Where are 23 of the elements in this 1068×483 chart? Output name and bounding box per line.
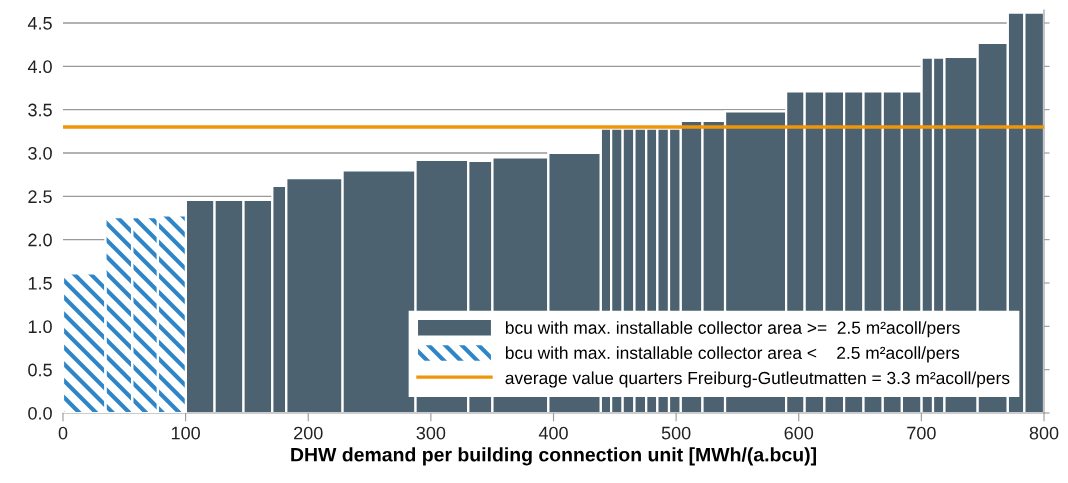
y-tick-label: 4.5: [27, 17, 52, 30]
y-tick-label: 1.0: [28, 320, 52, 334]
y-tick-label: 2.5: [28, 190, 52, 204]
x-tick-label: 0: [58, 426, 68, 440]
y-tick-label: 3.0: [28, 146, 52, 160]
x-tick-label: 700: [907, 426, 936, 440]
x-tick-label: 300: [416, 426, 446, 440]
x-tick-label: 200: [294, 426, 323, 440]
y-tick-label: 4.0: [27, 60, 52, 74]
y-tick-label: 0.5: [28, 363, 52, 377]
y-tick-label: 1.5: [28, 277, 52, 290]
x-axis-title: DHW demand per building connection unit [MWh/(a.bcu)]: [291, 447, 816, 466]
legend-label: bcu with max. installable collector area >= 2.5 m²acoll/pers: [505, 321, 960, 338]
y-tick-label: 3.5: [28, 103, 52, 117]
y-tick-label: 0.0: [28, 406, 52, 420]
legend-label: average value quarters Freiburg-Gutleutmatten = 3.3 m²acoll/pers: [505, 371, 1010, 388]
x-tick-label: 100: [171, 426, 200, 440]
x-tick-label: 400: [538, 426, 568, 440]
x-tick-label: 600: [784, 426, 814, 440]
x-tick-label: 500: [661, 426, 691, 440]
y-tick-label: 2.0: [28, 233, 52, 247]
x-tick-label: 800: [1029, 426, 1059, 440]
legend-label: bcu with max. installable collector area < 2.5 m²acoll/pers: [505, 346, 960, 363]
